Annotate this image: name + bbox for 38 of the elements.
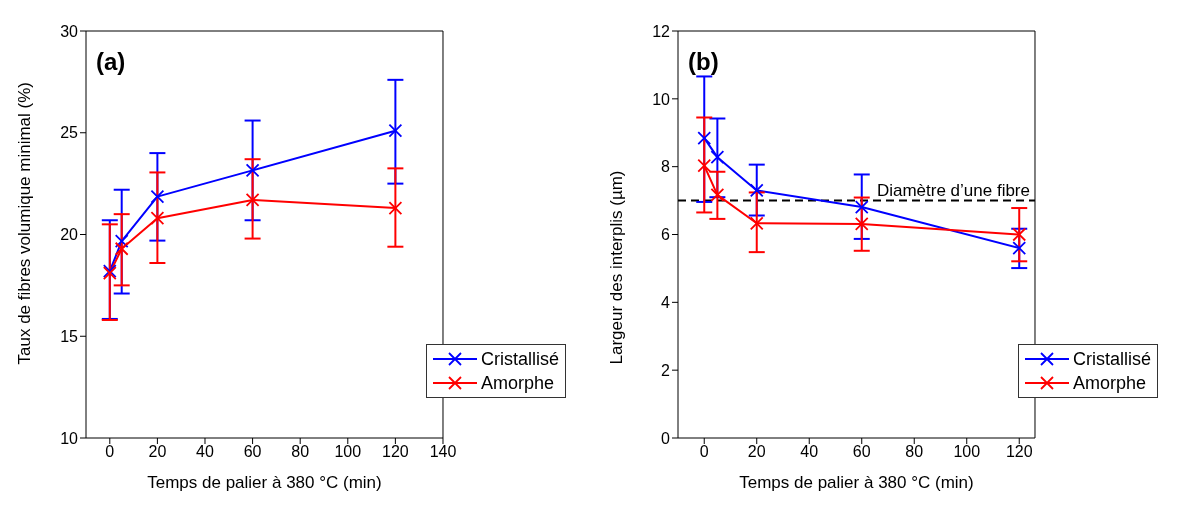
annotation: (a): [96, 48, 126, 76]
x-tick-label: 140: [429, 443, 457, 461]
legend-label: Amorphe: [480, 372, 555, 394]
x-tick-label: 20: [148, 443, 167, 461]
y-axis-title: Taux de fibres volumique minimal (%): [15, 82, 35, 365]
x-tick-label: 60: [852, 443, 871, 461]
y-tick-label: 8: [661, 158, 671, 176]
y-tick-label: 12: [652, 22, 671, 40]
x-axis-title: Temps de palier à 380 °C (min): [147, 473, 382, 492]
annotation: (b): [688, 48, 719, 76]
legend-label: Amorphe: [1072, 372, 1147, 394]
y-tick-label: 10: [652, 90, 671, 108]
x-tick-label: 60: [243, 443, 262, 461]
y-tick-label: 6: [661, 226, 671, 244]
x-tick-label: 0: [699, 443, 709, 461]
legend-label: Cristallisé: [480, 348, 559, 370]
x-tick-label: 80: [905, 443, 924, 461]
x-tick-label: 0: [105, 443, 115, 461]
y-tick-label: 2: [661, 361, 671, 379]
x-tick-label: 20: [747, 443, 766, 461]
legend-label: Cristallisé: [1072, 348, 1151, 370]
x-tick-label: 40: [800, 443, 819, 461]
y-tick-label: 25: [60, 124, 79, 142]
ref-line-label: Diamètre d’une fibre: [876, 180, 1030, 200]
y-tick-label: 30: [60, 22, 79, 40]
y-axis-title: Largeur des interplis (µm): [607, 170, 627, 365]
x-tick-label: 120: [1005, 443, 1033, 461]
x-tick-label: 100: [953, 443, 981, 461]
x-tick-label: 80: [291, 443, 310, 461]
y-tick-label: 10: [60, 429, 79, 447]
x-axis-title: Temps de palier à 380 °C (min): [739, 473, 974, 492]
x-tick-label: 120: [382, 443, 409, 461]
x-tick-label: 40: [196, 443, 214, 461]
y-tick-label: 20: [60, 226, 79, 244]
x-tick-label: 100: [334, 443, 362, 461]
y-tick-label: 4: [661, 294, 671, 312]
y-tick-label: 15: [60, 327, 79, 345]
y-tick-label: 0: [661, 429, 671, 447]
